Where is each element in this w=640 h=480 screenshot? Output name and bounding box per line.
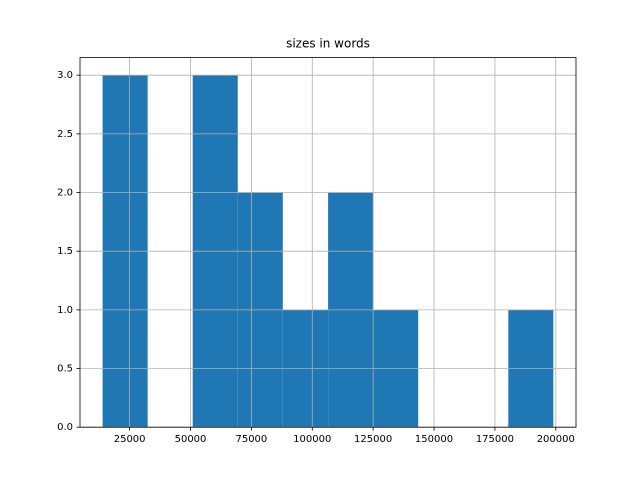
x-tick-label: 150000 <box>415 434 453 445</box>
x-tick-label: 175000 <box>476 434 514 445</box>
y-tick-label: 3.0 <box>57 70 73 81</box>
x-tick-label: 75000 <box>235 434 267 445</box>
y-tick-label: 2.5 <box>57 129 73 140</box>
chart-title: sizes in words <box>286 37 370 51</box>
y-tick-label: 0.0 <box>57 422 73 433</box>
x-tick-label: 100000 <box>293 434 331 445</box>
y-tick-label: 2.0 <box>57 188 73 199</box>
x-tick-label: 200000 <box>537 434 575 445</box>
y-tick-label: 0.5 <box>57 364 73 375</box>
y-tick-label: 1.0 <box>57 305 73 316</box>
x-tick-label: 50000 <box>175 434 207 445</box>
x-tick-label: 125000 <box>354 434 392 445</box>
plot-frame <box>79 57 577 428</box>
y-tick-label: 1.5 <box>57 246 73 257</box>
x-tick-label: 25000 <box>114 434 146 445</box>
